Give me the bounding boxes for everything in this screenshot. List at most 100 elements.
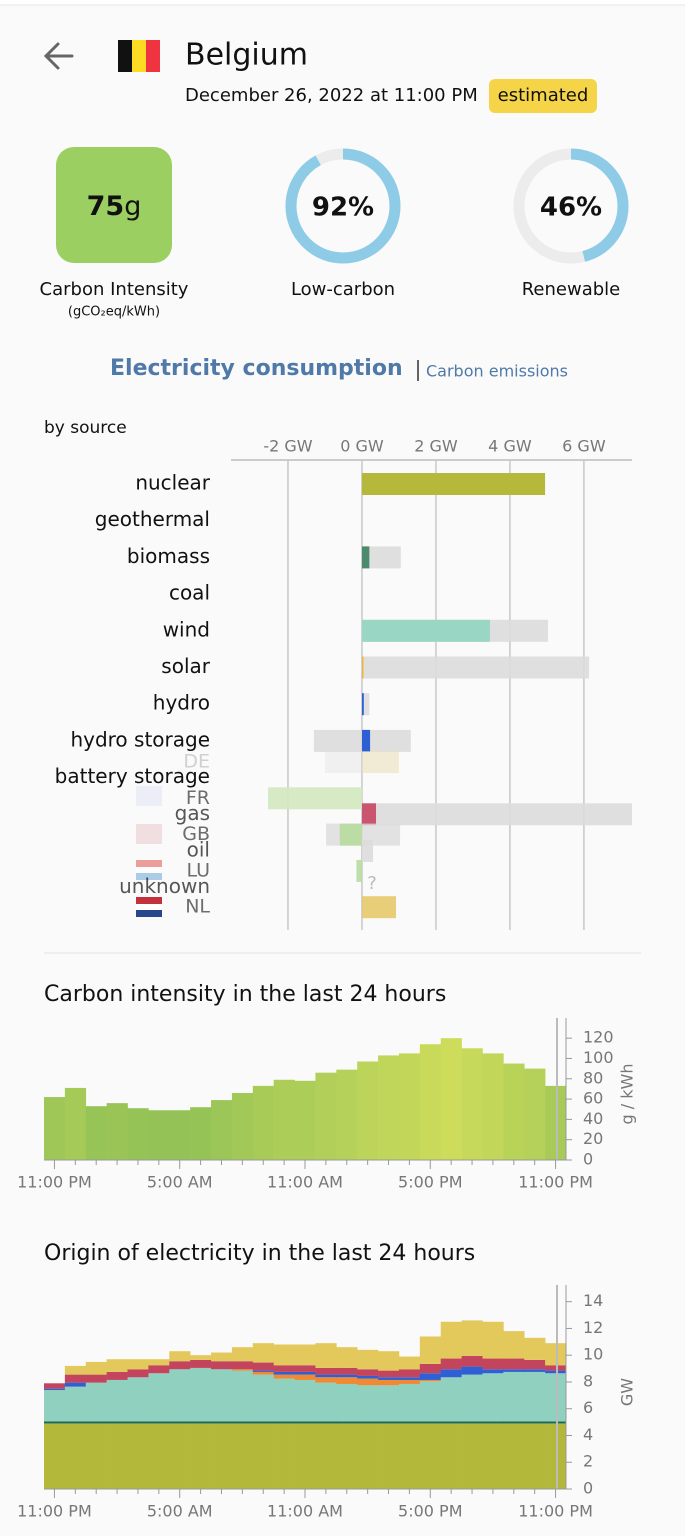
stack-segment [211,1361,233,1370]
x-tick-label: 11:00 AM [267,1173,343,1192]
stack-segment [482,1373,504,1422]
back-button[interactable] [43,42,74,70]
stack-segment [315,1343,337,1368]
x-tick-label: 4 GW [488,437,532,456]
exchange-label: GB [182,823,210,845]
y-tick-label: 100 [583,1048,614,1067]
stack-segment [336,1347,358,1368]
metric-label: Carbon Intensity [40,279,189,300]
stack-segment [378,1379,400,1386]
stack-segment [461,1374,483,1422]
tab[interactable]: Carbon emissions [426,362,568,381]
bar [106,1103,128,1160]
bar [482,1053,504,1160]
flag-stripe [146,40,160,72]
capacity-bar [361,803,632,826]
x-tick-label: 11:00 PM [518,1502,593,1521]
flag-lu [136,873,162,880]
stack-segment [419,1423,442,1489]
x-tick-label: 11:00 PM [17,1173,92,1192]
stack-segment [294,1421,316,1424]
ring-arc [285,148,401,264]
flag-stripe [136,910,162,917]
stack-segment [336,1423,358,1489]
source-label: hydro [153,691,210,715]
chart-title: Origin of electricity in the last 24 hou… [44,1241,475,1266]
stack-segment [524,1423,546,1489]
stack-segment [357,1375,379,1379]
exchange-label: NL [185,896,210,918]
bar [357,1061,379,1160]
stack-segment [190,1423,212,1489]
stack-segment [294,1374,316,1380]
x-tick-label: 0 GW [340,437,384,456]
ring-value: 46% [540,193,602,223]
stack-segment [44,1421,66,1424]
source-label: battery storage [55,764,210,788]
exchange-bar [361,896,396,919]
stack-segment [252,1371,274,1375]
flag-fr [136,786,162,806]
source-label: oil [187,838,210,862]
stack-segment [211,1352,233,1362]
x-tick-label: 5:00 PM [398,1173,462,1192]
tab-active[interactable]: Electricity consumption [110,356,403,381]
metric-label: Low-carbon [291,279,395,300]
bar [169,1110,191,1160]
stack-segment [231,1423,254,1489]
back-arrow[interactable] [43,42,74,70]
stack-segment [252,1374,274,1422]
metric-label: Renewable [522,279,621,300]
stack-segment [336,1367,358,1375]
stack-segment [378,1351,400,1371]
capacity-bar [361,546,401,569]
stack-segment [294,1423,316,1489]
stack-segment [315,1421,337,1424]
exchange-capacity [326,823,401,846]
y-tick-label: 14 [583,1291,603,1310]
stack-segment [106,1421,128,1424]
bar [273,1079,295,1160]
exchange-bar [267,787,362,810]
badge-text: estimated [498,85,589,106]
bar [545,1085,567,1160]
stack-segment [440,1423,462,1489]
stack-segment [336,1421,358,1424]
stack-segment [127,1377,149,1422]
section-label: by source [44,418,127,438]
stack-segment [440,1358,462,1370]
production-bar [361,546,370,569]
stack-segment [482,1369,504,1374]
chart: 0 2 4 6 8 10 12 14 GW 11:00 PM 5:00 AM 11:00 AM 5:00… [17,1285,637,1521]
stack-segment [85,1374,107,1383]
stack-segment [524,1337,546,1360]
flag-stripe [136,904,162,910]
stack-segment [190,1421,212,1424]
flag-stripe [136,897,162,904]
source-label: gas [175,801,210,825]
x-tick-label: 5:00 AM [147,1502,213,1521]
bar [252,1085,274,1160]
capacity-bar [361,693,370,716]
x-tick-label: 6 GW [562,437,606,456]
stack-segment [357,1378,379,1386]
y-tick-label: 2 [583,1452,593,1471]
y-tick-label: 6 [583,1398,593,1417]
stack-segment [315,1382,337,1422]
stack-segment [357,1369,379,1376]
stack-segment [315,1367,337,1375]
stack-segment [148,1365,170,1374]
exchange-flags [136,786,162,880]
stack-segment [64,1386,87,1422]
stack-segment [315,1374,337,1378]
x-tick-label: 11:00 AM [267,1502,343,1521]
y-tick-label: 10 [583,1345,603,1364]
stack-segment [85,1421,107,1424]
bar [378,1055,400,1160]
bar [211,1100,233,1160]
stack-segment [169,1421,191,1424]
stack-segment [545,1421,567,1424]
stack-segment [273,1423,295,1489]
x-tick-label: 11:00 PM [518,1173,593,1192]
